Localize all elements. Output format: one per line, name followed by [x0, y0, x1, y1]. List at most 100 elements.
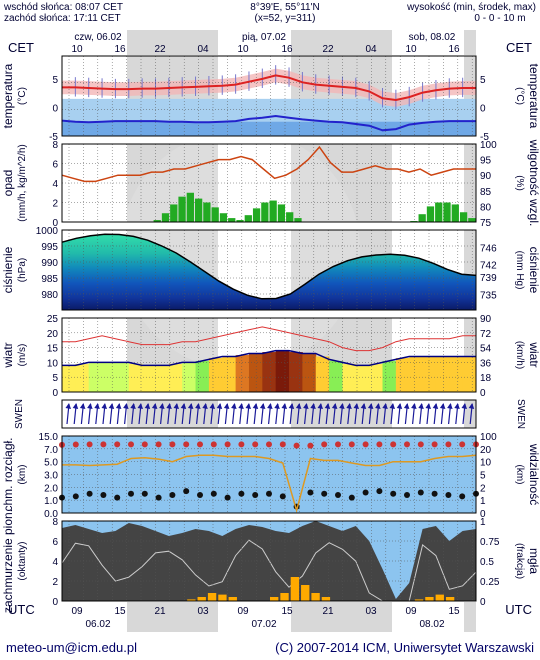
- night-band-bottom: [127, 602, 218, 632]
- clouds-tick-left: 4: [52, 557, 58, 568]
- visibility-point-red: [114, 441, 121, 448]
- wind-tick-left: 0: [52, 388, 58, 399]
- fog-bar: [311, 593, 320, 601]
- wind-fill-segment: [289, 352, 303, 392]
- clouds-frame: [61, 520, 477, 602]
- wind-arrowhead: [389, 403, 395, 409]
- visibility-frame: [61, 435, 477, 514]
- clouds-right-unit: (frakcja): [514, 543, 525, 579]
- wind-tick-left: 10: [47, 358, 59, 369]
- night-band-bottom: [291, 602, 392, 632]
- fog-bar: [207, 593, 217, 601]
- wind-fill-segment: [422, 356, 437, 392]
- tz-right: CET: [506, 40, 532, 55]
- height-values: 0 - 0 - 10 m: [474, 13, 525, 24]
- visibility-point-black: [155, 494, 162, 501]
- precip-bar: [426, 206, 435, 222]
- wind-arrowhead: [245, 403, 251, 409]
- visibility-point-black: [348, 494, 355, 501]
- wind-fill-segment: [248, 353, 263, 392]
- humidity-tick-right: 95: [480, 156, 492, 167]
- visibility-point-red: [404, 441, 410, 448]
- visibility-tick-left: 5.0: [44, 458, 58, 469]
- wind-arrowhead: [231, 403, 237, 409]
- day-bottom-label: 08.02: [419, 619, 444, 630]
- wind-fill-segment: [182, 362, 197, 392]
- wind-left-title: wiatr: [1, 342, 15, 368]
- wind-arrowhead: [223, 403, 230, 409]
- wind-tick-right: 18: [480, 373, 492, 384]
- clouds-left-title: zachmurzenie pion.: [1, 509, 15, 613]
- wind-arrowhead: [259, 403, 266, 409]
- visibility-point-black: [197, 492, 203, 499]
- wind-fill-segment: [222, 356, 237, 392]
- wind-arrowhead: [360, 403, 367, 409]
- fog-bar: [290, 577, 300, 601]
- pressure-left-unit: (hPa): [17, 258, 28, 282]
- wind-arrowhead: [418, 403, 424, 409]
- precip-bar: [244, 215, 252, 222]
- wind-arrowhead: [79, 403, 86, 409]
- humidity-tick-right: 75: [480, 218, 492, 229]
- pressure-line: [61, 233, 477, 300]
- wind-fill-segment: [435, 356, 450, 392]
- humidity-tick-right: 80: [480, 202, 492, 213]
- wind-arrowhead: [317, 403, 323, 409]
- wind-arrowhead: [396, 403, 403, 409]
- fog-tick-right: 1: [480, 517, 486, 528]
- wind-right-title: wiatr: [527, 341, 540, 367]
- visibility-point-red: [279, 441, 286, 448]
- wind-fill-segment: [168, 363, 183, 392]
- wind-fill-segment: [449, 356, 464, 392]
- clouds-tick-left: 8: [52, 517, 58, 528]
- wind-arrowhead: [439, 403, 446, 409]
- day-bottom-label: 06.02: [85, 619, 110, 630]
- hour-bottom-label: 15: [114, 606, 126, 617]
- wind-arrowhead: [65, 403, 71, 409]
- wind-fill-segment: [195, 360, 210, 392]
- pressure-tick-right: 742: [480, 260, 497, 271]
- wind-arrowhead: [461, 403, 467, 409]
- fog-bar: [280, 593, 289, 601]
- wind-fill-segment: [315, 356, 330, 392]
- wind-tick-left: 20: [47, 329, 59, 340]
- precip-left-title: opad: [1, 170, 15, 197]
- wind-arrowhead: [202, 403, 208, 409]
- visibility-point-red: [224, 441, 231, 448]
- wind-arrowhead: [216, 403, 223, 409]
- fog-bar: [435, 594, 444, 601]
- visibility-point-red: [155, 441, 162, 448]
- wind-arrowhead: [101, 403, 107, 409]
- pressure-tick-left: 990: [41, 258, 58, 269]
- visibility-point-black: [362, 489, 369, 496]
- wind-speed-line: [62, 349, 476, 367]
- wind-arrowhead: [115, 403, 122, 409]
- visibility-point-red: [183, 441, 190, 448]
- fog-tick-right: 0.25: [480, 577, 500, 588]
- precip-bar: [236, 220, 244, 222]
- humidity-line: [61, 145, 476, 183]
- height-title: wysokość (min, środek, max): [406, 2, 536, 13]
- fog-tick-right: 0.5: [480, 557, 494, 568]
- temperature-left-unit: (°C): [17, 87, 28, 105]
- winddir-frame: [61, 399, 477, 429]
- wind-tick-left: 25: [47, 314, 59, 325]
- night-band-bottom: [464, 602, 476, 632]
- visibility-point-black: [335, 492, 341, 499]
- precip-tick-left: 8: [52, 140, 58, 151]
- temp-tick-right: -5: [480, 132, 489, 143]
- visibility-tick-right: 2: [480, 483, 486, 494]
- grid-text: (x=52, y=311): [255, 13, 316, 24]
- precip-tick-left: 2: [52, 199, 58, 210]
- wind-arrowhead: [447, 403, 453, 409]
- visibility-point-red: [335, 441, 341, 448]
- precip-bar: [451, 204, 459, 222]
- precip-left-unit: (mm/h, kg/m^2/h): [17, 144, 28, 221]
- wind-fill-segment: [142, 365, 156, 392]
- visibility-point-black: [321, 490, 328, 497]
- visibility-line: [62, 454, 477, 514]
- precip-bar: [468, 218, 476, 222]
- visibility-point-black: [128, 490, 134, 497]
- hour-top-label: 16: [448, 44, 460, 55]
- visibility-point-red: [362, 441, 369, 448]
